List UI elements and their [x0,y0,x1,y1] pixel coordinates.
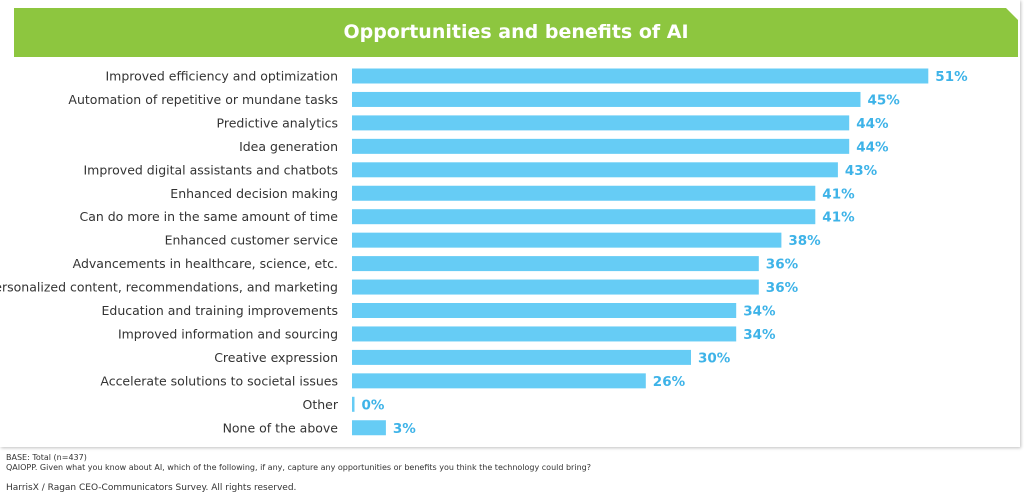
bar [352,138,850,154]
category-label: Enhanced customer service [165,233,339,248]
value-label: 45% [868,92,901,108]
value-label: 43% [845,163,878,179]
bar [352,209,816,225]
bar [352,115,850,131]
category-label: Creative expression [214,350,338,365]
value-label: 36% [766,257,799,273]
value-label: 30% [698,350,731,366]
bar [352,349,691,365]
bar [352,279,759,295]
title-banner-shape [14,8,1018,57]
bar [352,256,759,272]
category-label: Advancements in healthcare, science, etc… [73,256,338,271]
value-label: 34% [743,304,776,320]
category-label: Predictive analytics [217,115,338,130]
bar [352,396,355,412]
bar [352,185,816,201]
chart-card: Opportunities and benefits of AI Improve… [0,8,1018,437]
category-label: Improved information and sourcing [118,326,338,341]
category-label: Education and training improvements [102,303,338,318]
value-label: 41% [822,186,855,202]
category-label: Improved efficiency and optimization [105,69,338,84]
base-note: BASE: Total (n=437) [6,453,87,462]
value-label: 0% [362,397,385,413]
category-label: Can do more in the same amount of time [79,209,338,224]
value-label: 3% [393,421,416,437]
bar [352,162,838,178]
bar [352,326,737,342]
value-label: 51% [935,69,968,85]
bar [352,91,861,107]
category-label: None of the above [223,420,339,435]
category-label: Enhanced decision making [170,186,338,201]
value-label: 26% [653,374,686,390]
value-label: 36% [766,280,799,296]
category-label: Improved digital assistants and chatbots [83,162,338,177]
bar [352,303,737,318]
category-label: Automation of repetitive or mundane task… [68,92,338,107]
category-label: Personalized content, recommendations, a… [0,280,338,295]
category-label: Other [303,397,339,412]
copyright-note: HarrisX / Ragan CEO-Communicators Survey… [6,483,297,493]
value-label: 44% [856,139,889,155]
value-label: 41% [822,210,855,226]
value-label: 34% [743,327,776,343]
bar [352,373,646,389]
category-label: Accelerate solutions to societal issues [100,373,338,388]
value-label: 38% [788,233,821,249]
category-label: Idea generation [239,139,338,154]
question-note: QAIOPP. Given what you know about AI, wh… [6,463,591,472]
bar [352,420,386,436]
chart-title: Opportunities and benefits of AI [343,21,689,43]
bar [352,68,929,84]
bar [352,232,782,248]
bar-chart: Improved efficiency and optimization 51% A… [0,68,968,437]
title-banner: Opportunities and benefits of AI [14,8,1018,57]
value-label: 44% [856,116,889,132]
